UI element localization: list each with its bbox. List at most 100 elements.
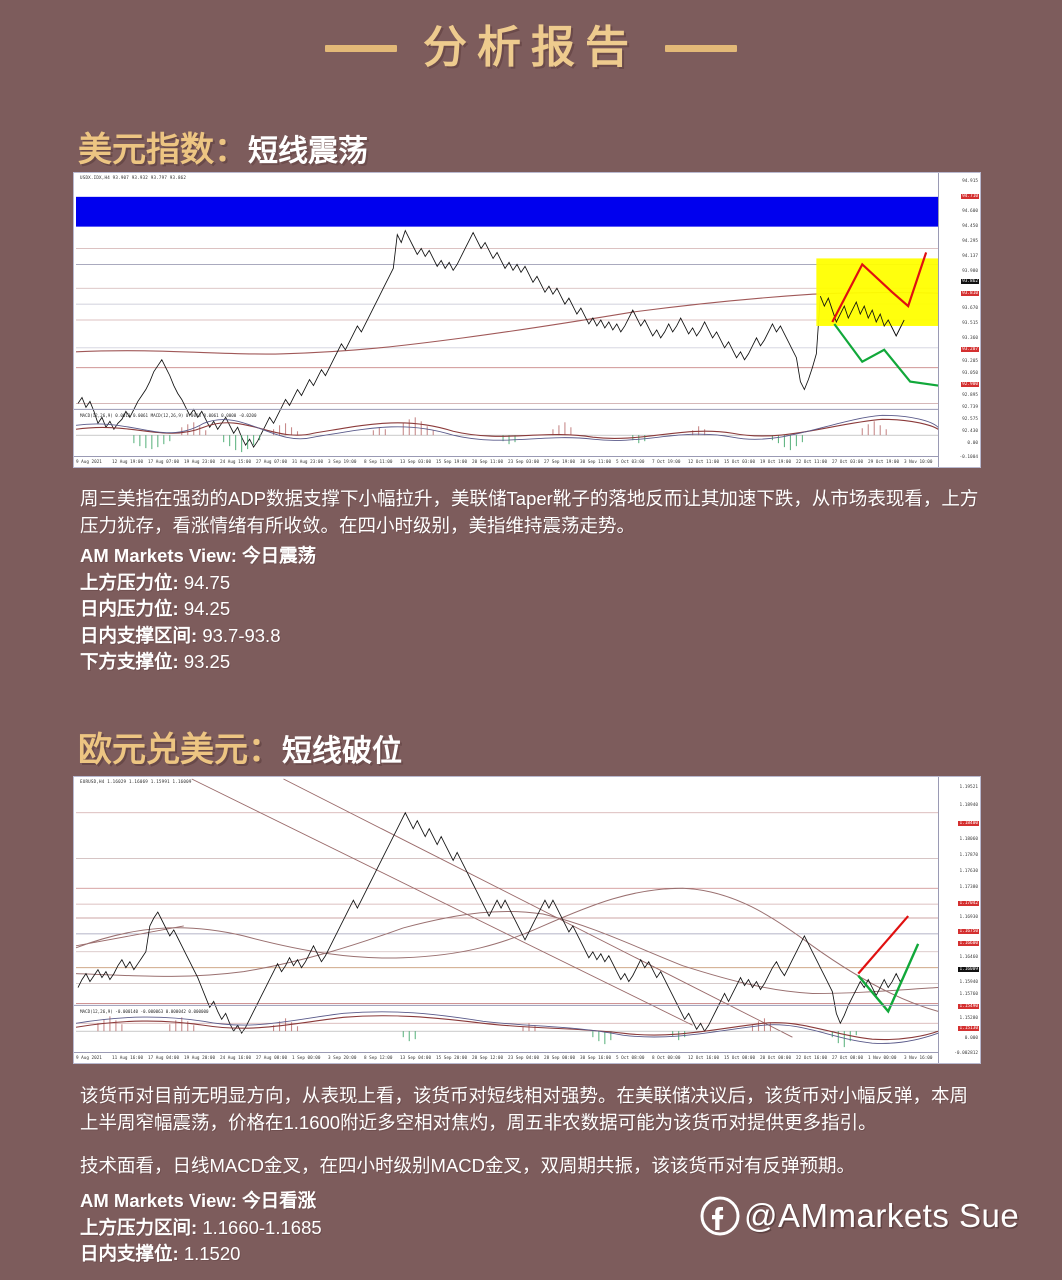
chart1-tick-9: 93.670 bbox=[962, 306, 978, 311]
chart1-time-17: 12 Oct 11:00 bbox=[688, 459, 720, 465]
section1-heading-sep: ： bbox=[214, 131, 248, 169]
section1-view-title: AM Markets View: 今日震荡 bbox=[80, 543, 316, 570]
section1-level-2-label: 日内支撑区间: bbox=[80, 624, 198, 646]
chart2-green-pullback-projection bbox=[857, 943, 920, 1014]
chart2-time-2: 17 Aug 04:00 bbox=[148, 1055, 180, 1061]
chart2-tick-16: 1.15280 bbox=[959, 1016, 978, 1021]
chart2-tick-0: 1.19521 bbox=[959, 785, 978, 790]
section2-paragraph-2: 技术面看，日线MACD金叉，在四小时级别MACD金叉，双周期共振，该该货币对有反… bbox=[80, 1155, 855, 1176]
section2-level-1-label: 日内支撑位: bbox=[80, 1243, 179, 1264]
header-dash-right bbox=[665, 44, 737, 52]
chart1-tick-10: 93.515 bbox=[962, 321, 978, 326]
section2-heading-white: 短线破位 bbox=[282, 735, 402, 768]
chart2-tick-10: 1.16600 bbox=[958, 941, 979, 946]
chart2-tick-15: 1.15490 bbox=[958, 1004, 979, 1009]
section2-view-title: AM Markets View: 今日看涨 bbox=[80, 1188, 322, 1215]
chart1-time-21: 27 Oct 03:00 bbox=[832, 459, 864, 465]
section1-view-value: 今日震荡 bbox=[242, 545, 317, 566]
chart2-time-12: 23 Sep 04:00 bbox=[508, 1055, 540, 1061]
chart1-tick-4: 94.295 bbox=[962, 239, 978, 244]
page-header: 分析报告 bbox=[0, 26, 1062, 70]
chart2-time-19: 20 Oct 00:00 bbox=[760, 1055, 792, 1061]
chart1-time-20: 22 Oct 11:00 bbox=[796, 459, 828, 465]
chart2-tick-13: 1.15940 bbox=[959, 980, 978, 985]
chart2-time-10: 15 Sep 20:00 bbox=[436, 1055, 468, 1061]
chart2-tick-4: 1.17870 bbox=[959, 853, 978, 858]
chart2-macd-header: MACD(12,26,9) -0.000140 -0.000063 0.0000… bbox=[80, 1009, 209, 1014]
section1-level-3: 下方支撑位: 93.25 bbox=[80, 649, 316, 676]
header-dash-left bbox=[325, 44, 397, 52]
chart2-time-1: 11 Aug 16:00 bbox=[112, 1055, 144, 1061]
chart1-price-series bbox=[77, 229, 905, 448]
chart2-tick-7: 1.17042 bbox=[958, 901, 979, 906]
section2-level-1-value: 1.1520 bbox=[183, 1243, 241, 1264]
chart2-tick-9: 1.16750 bbox=[958, 929, 979, 934]
chart1-time-3: 19 Aug 23:00 bbox=[184, 459, 216, 465]
chart1-time-11: 20 Sep 11:00 bbox=[472, 459, 504, 465]
section1-level-3-label: 下方支撑位: bbox=[80, 651, 179, 672]
chart1-time-1: 12 Aug 19:00 bbox=[112, 459, 144, 465]
chart2-tick-5: 1.17630 bbox=[959, 869, 978, 874]
chart2-time-6: 1 Sep 00:00 bbox=[292, 1055, 321, 1061]
chart2-time-4: 24 Aug 16:00 bbox=[220, 1055, 252, 1061]
chart2-time-5: 27 Aug 08:00 bbox=[256, 1055, 288, 1061]
chart2-price-axis: 1.19521 1.18940 1.18400 1.18060 1.17870 … bbox=[938, 777, 980, 1063]
chart1-time-7: 3 Sep 19:00 bbox=[328, 459, 357, 465]
chart1-time-axis: 9 Aug 2021 12 Aug 19:00 17 Aug 07:00 19 … bbox=[74, 456, 938, 467]
chart2-tick-8: 1.16930 bbox=[959, 915, 978, 920]
watermark: @AMmarkets Sue bbox=[700, 1196, 1019, 1236]
chart1-macd-signal bbox=[75, 414, 939, 441]
section2-view-value: 今日看涨 bbox=[242, 1190, 317, 1211]
chart2-time-18: 15 Oct 08:00 bbox=[724, 1055, 756, 1061]
chart1-tick-17: 92.739 bbox=[962, 405, 978, 410]
chart2-time-21: 27 Oct 08:00 bbox=[832, 1055, 864, 1061]
chart2-tick-11: 1.16460 bbox=[959, 955, 978, 960]
section1-level-1-label: 日内压力位: bbox=[80, 598, 179, 619]
chart1-macd-line bbox=[75, 418, 939, 439]
chart1-price-axis: 94.915 94.710 94.600 94.450 94.295 94.13… bbox=[938, 173, 980, 467]
chart1-tick-6: 93.980 bbox=[962, 269, 978, 274]
section1-level-2: 日内支撑区间: 93.7-93.8 bbox=[80, 623, 316, 650]
page-title: 分析报告 bbox=[423, 23, 639, 72]
chart1-time-14: 30 Sep 11:00 bbox=[580, 459, 612, 465]
eurusd-chart[interactable]: EURUSD,H4 1.16029 1.16069 1.15991 1.1600… bbox=[73, 776, 981, 1064]
section1-heading-gold: 美元指数 bbox=[78, 131, 214, 169]
chart2-time-14: 30 Sep 16:00 bbox=[580, 1055, 612, 1061]
chart2-descending-channel bbox=[75, 778, 793, 1038]
chart1-tick-14: 93.050 bbox=[962, 371, 978, 376]
section-heading-eurusd: 欧元兑美元：短线破位 bbox=[78, 722, 402, 771]
chart2-canvas bbox=[74, 777, 939, 1054]
chart2-macd-line bbox=[75, 1015, 939, 1041]
chart1-time-15: 5 Oct 03:00 bbox=[616, 459, 645, 465]
usd-index-chart[interactable]: USDX.IDX,H4 93.907 93.932 93.797 93.862 … bbox=[73, 172, 981, 468]
section1-heading-white: 短线震荡 bbox=[248, 135, 368, 168]
chart1-tick-8: 93.810 bbox=[961, 291, 979, 296]
chart1-time-5: 27 Aug 07:00 bbox=[256, 459, 288, 465]
chart1-time-0: 9 Aug 2021 bbox=[76, 459, 102, 465]
chart2-time-9: 13 Sep 04:00 bbox=[400, 1055, 432, 1061]
section1-level-1: 日内压力位: 94.25 bbox=[80, 596, 316, 623]
chart1-time-6: 31 Aug 23:00 bbox=[292, 459, 324, 465]
chart1-canvas bbox=[74, 173, 939, 457]
chart2-time-11: 20 Sep 12:00 bbox=[472, 1055, 504, 1061]
chart1-time-16: 7 Oct 19:00 bbox=[652, 459, 681, 465]
chart2-ma-slow bbox=[75, 887, 939, 1012]
chart1-time-2: 17 Aug 07:00 bbox=[148, 459, 180, 465]
section1-view-label: AM Markets View: bbox=[80, 545, 237, 566]
chart2-price-series bbox=[77, 811, 905, 1035]
section2-level-0-value: 1.1660-1.1685 bbox=[202, 1216, 322, 1238]
section-heading-usd-index: 美元指数：短线震荡 bbox=[78, 122, 368, 171]
chart1-tick-3: 94.450 bbox=[962, 224, 978, 229]
chart1-time-19: 19 Oct 19:00 bbox=[760, 459, 792, 465]
chart2-tick-14: 1.15760 bbox=[959, 992, 978, 997]
section1-level-2-value: 93.7-93.8 bbox=[202, 624, 281, 646]
chart2-tick-6: 1.17380 bbox=[959, 885, 978, 890]
chart1-time-10: 15 Sep 19:00 bbox=[436, 459, 468, 465]
chart1-time-18: 15 Oct 03:00 bbox=[724, 459, 756, 465]
chart2-time-7: 3 Sep 20:00 bbox=[328, 1055, 357, 1061]
chart1-tick-0: 94.915 bbox=[962, 179, 978, 184]
section1-level-0: 上方压力位: 94.75 bbox=[80, 570, 316, 597]
chart1-tick-16: 92.895 bbox=[962, 393, 978, 398]
section2-heading-sep: ： bbox=[248, 731, 282, 769]
